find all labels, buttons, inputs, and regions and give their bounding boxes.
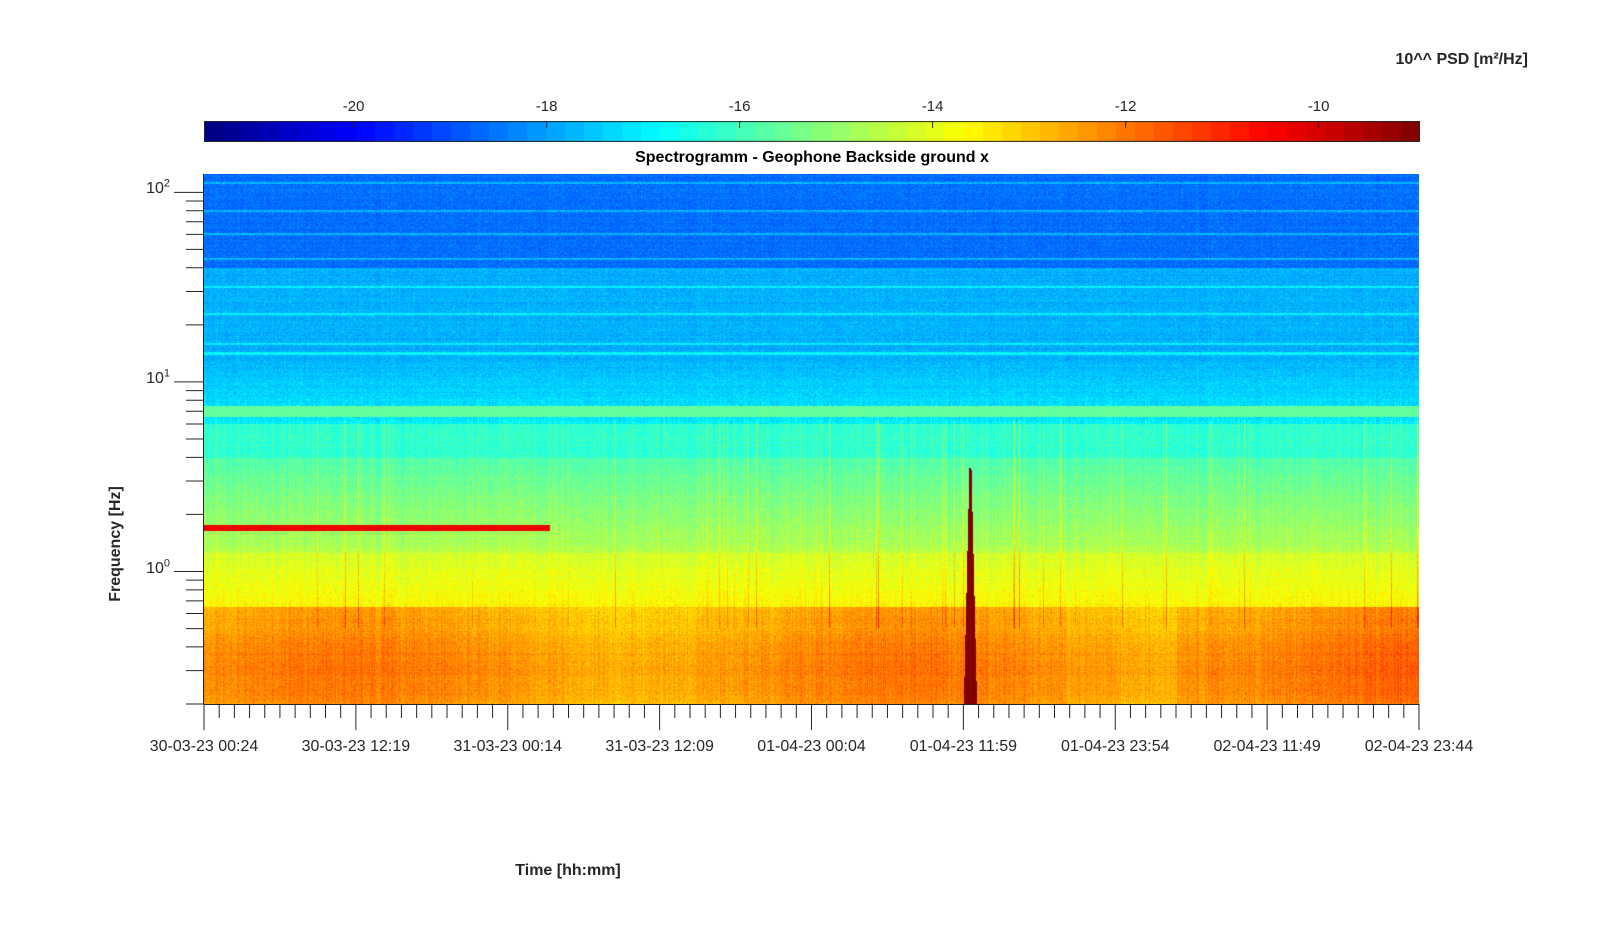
x-tick-label: 02-04-23 23:44 (1364, 738, 1474, 755)
y-tick-label: 101 (146, 367, 170, 388)
y-tick-exponent: 1 (163, 367, 170, 380)
colorbar-tick-label: -16 (728, 98, 751, 115)
x-axis-label: Time [hh:mm] (515, 862, 621, 879)
colorbar-tick-label: -18 (535, 98, 558, 115)
colorbar-tick-label: -14 (921, 98, 944, 115)
colorbar (204, 121, 1420, 142)
y-tick-label: 102 (146, 178, 170, 198)
colorbar-tick-label: -12 (1114, 98, 1137, 115)
y-tick-base: 10 (146, 180, 164, 198)
spectrogram-heatmap (204, 174, 1419, 704)
x-tick-label: 31-03-23 12:09 (605, 738, 714, 755)
x-tick-label: 30-03-23 12:19 (301, 738, 411, 755)
colorbar-label: 10^^ PSD [m²/Hz] (1395, 51, 1528, 68)
y-tick-label: 100 (146, 557, 170, 578)
y-tick-exponent: 0 (163, 557, 170, 570)
x-tick-label: 30-03-23 00:24 (149, 738, 259, 755)
chart-title: Spectrogramm - Geophone Backside ground … (635, 149, 989, 166)
x-tick-label: 31-03-23 00:14 (453, 738, 563, 755)
x-tick-label: 02-04-23 11:49 (1213, 738, 1321, 755)
y-axis-label: Frequency [Hz] (107, 486, 124, 602)
y-tick-base: 10 (146, 559, 164, 577)
colorbar-tick-label: -20 (342, 98, 365, 115)
x-tick-label: 01-04-23 23:54 (1060, 738, 1170, 755)
y-tick-base: 10 (146, 369, 164, 387)
colorbar-tick-label: -10 (1307, 98, 1330, 115)
x-tick-label: 01-04-23 11:59 (909, 738, 1018, 755)
x-tick-label: 01-04-23 00:04 (757, 738, 866, 755)
y-tick-exponent: 2 (163, 178, 170, 191)
